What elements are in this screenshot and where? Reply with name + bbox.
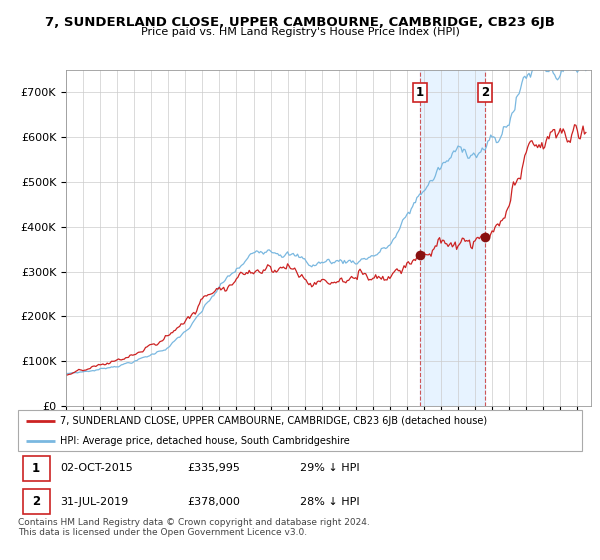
Text: £378,000: £378,000 <box>187 497 240 506</box>
Text: 02-OCT-2015: 02-OCT-2015 <box>60 463 133 473</box>
FancyBboxPatch shape <box>23 489 50 514</box>
Text: £335,995: £335,995 <box>187 463 240 473</box>
Text: 28% ↓ HPI: 28% ↓ HPI <box>300 497 359 506</box>
Text: 2: 2 <box>481 86 489 99</box>
Text: 7, SUNDERLAND CLOSE, UPPER CAMBOURNE, CAMBRIDGE, CB23 6JB: 7, SUNDERLAND CLOSE, UPPER CAMBOURNE, CA… <box>45 16 555 29</box>
Text: 2: 2 <box>32 495 40 508</box>
FancyBboxPatch shape <box>18 410 582 451</box>
Text: Contains HM Land Registry data © Crown copyright and database right 2024.
This d: Contains HM Land Registry data © Crown c… <box>18 518 370 538</box>
Text: 31-JUL-2019: 31-JUL-2019 <box>60 497 128 506</box>
Text: 29% ↓ HPI: 29% ↓ HPI <box>300 463 359 473</box>
Bar <box>419 70 485 406</box>
FancyBboxPatch shape <box>23 455 50 481</box>
Text: 1: 1 <box>416 86 424 99</box>
Text: 7, SUNDERLAND CLOSE, UPPER CAMBOURNE, CAMBRIDGE, CB23 6JB (detached house): 7, SUNDERLAND CLOSE, UPPER CAMBOURNE, CA… <box>60 417 487 426</box>
Text: HPI: Average price, detached house, South Cambridgeshire: HPI: Average price, detached house, Sout… <box>60 436 350 446</box>
Text: 1: 1 <box>32 462 40 475</box>
Text: Price paid vs. HM Land Registry's House Price Index (HPI): Price paid vs. HM Land Registry's House … <box>140 27 460 37</box>
